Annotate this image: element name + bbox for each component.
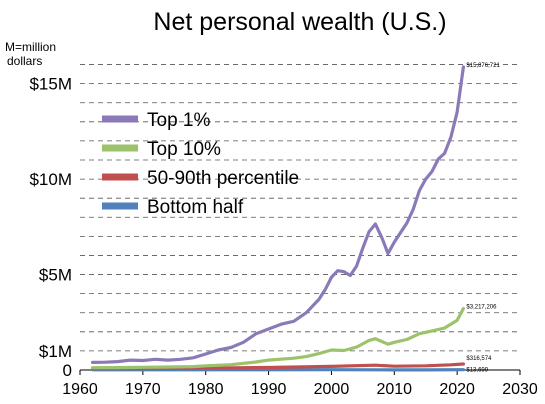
x-tick-label: 1980 xyxy=(188,381,224,398)
end-labels: $15,876,721 $3,217,206 $316,574 $13,699 xyxy=(466,63,500,374)
grid-lines xyxy=(80,64,520,352)
y-tick-label: $15M xyxy=(29,75,72,94)
unit-note-line-2: dollars xyxy=(7,54,42,68)
y-tick-label: $10M xyxy=(29,170,72,189)
legend: Top 1% Top 10% 50-90th percentile Bottom ha… xyxy=(102,110,299,218)
legend-label: Top 1% xyxy=(147,110,210,131)
x-tick-label: 2000 xyxy=(314,381,350,398)
series-end-label: $13,699 xyxy=(466,368,488,374)
series-end-label: $15,876,721 xyxy=(466,63,500,69)
y-tick-label: $5M xyxy=(39,266,72,285)
x-tick-label: 2010 xyxy=(376,381,412,398)
series-end-label: $3,217,206 xyxy=(466,305,497,311)
legend-label: Top 10% xyxy=(147,139,221,160)
x-tick-label: 2020 xyxy=(439,381,475,398)
x-tick-label: 1970 xyxy=(125,381,161,398)
series-line-top-1- xyxy=(91,65,465,364)
series-end-label: $316,574 xyxy=(466,356,492,362)
x-tick-label: 2030 xyxy=(502,381,538,398)
legend-label: Bottom half xyxy=(147,197,244,218)
series-lines xyxy=(91,65,465,372)
y-tick-label: 0 xyxy=(63,361,72,380)
x-tick-label: 1990 xyxy=(251,381,287,398)
series-line-top-10- xyxy=(91,307,465,370)
legend-label: 50-90th percentile xyxy=(147,168,299,189)
unit-note-line-1: M=million xyxy=(5,40,56,54)
chart-title: Net personal wealth (U.S.) xyxy=(153,8,446,36)
x-tick-label: 1960 xyxy=(62,381,98,398)
y-tick-label: $1M xyxy=(39,342,72,361)
